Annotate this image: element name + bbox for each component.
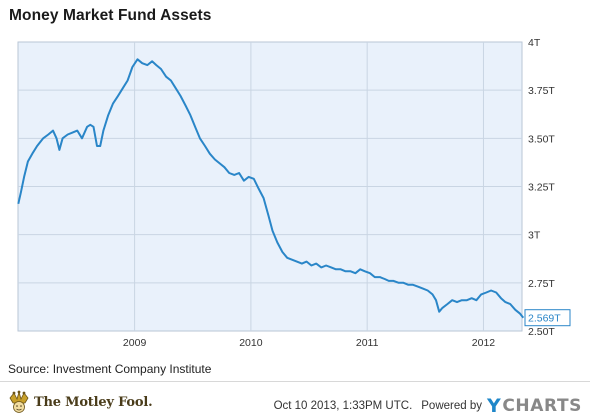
source-note: Source: Investment Company Institute — [8, 362, 212, 376]
chart-title: Money Market Fund Assets — [9, 7, 212, 24]
y-tick-label: 2.75T — [528, 278, 555, 290]
x-tick-label: 2012 — [472, 337, 496, 349]
ycharts-logo[interactable]: Y CHARTS — [487, 395, 582, 417]
powered-by-label: Powered by — [421, 400, 482, 412]
footer-credits: Oct 10 2013, 1:33PM UTC. Powered by Y CH… — [274, 395, 582, 417]
axis-ticks: 4T 3.75T 3.50T 3.25T 3T 2.75T 2.50T 2009 2010 201… — [123, 37, 556, 349]
timestamp: Oct 10 2013, 1:33PM UTC. — [273, 400, 413, 412]
x-tick-label: 2009 — [123, 337, 147, 349]
last-value-label: 2.569T — [524, 309, 571, 327]
y-tick-label: 3.50T — [528, 133, 555, 145]
y-tick-label: 4T — [528, 37, 541, 49]
last-value-text: 2.569T — [528, 313, 561, 325]
footer-divider — [0, 381, 590, 382]
x-tick-label: 2010 — [239, 337, 263, 349]
line-chart: 4T 3.75T 3.50T 3.25T 3T 2.75T 2.50T 2009 2010 201… — [17, 37, 571, 349]
last-value-box — [524, 309, 571, 327]
logo-text: The Motley Fool. — [34, 394, 153, 410]
gridlines — [18, 42, 522, 331]
ycharts-y: Y — [487, 395, 502, 417]
x-tick-label: 2011 — [356, 337, 379, 349]
jester-icon — [9, 390, 29, 413]
y-tick-label: 3T — [528, 230, 541, 242]
y-tick-label: 2.50T — [528, 326, 555, 338]
ycharts-wordmark: CHARTS — [502, 396, 582, 416]
y-tick-label: 3.75T — [528, 85, 555, 97]
motley-fool-logo[interactable]: The Motley Fool. — [7, 389, 153, 415]
series-line — [17, 58, 525, 319]
y-tick-label: 3.25T — [528, 182, 555, 194]
